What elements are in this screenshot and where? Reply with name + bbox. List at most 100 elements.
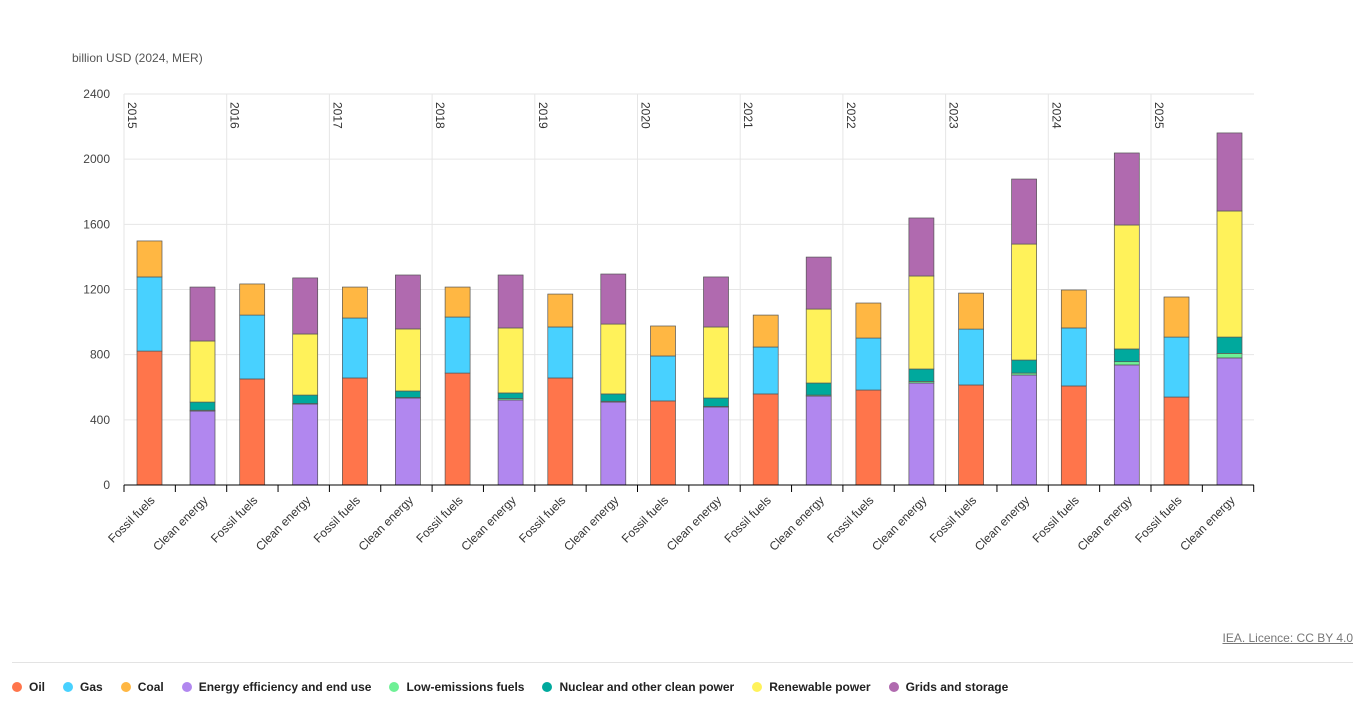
x-tick-label: Fossil fuels: [516, 493, 568, 545]
bar-segment-oil: [855, 389, 882, 486]
bar-segment-grids-and-storage: [395, 274, 421, 330]
x-tick-label: Clean energy: [766, 493, 826, 553]
bar-segment-renewable-power: [497, 327, 524, 394]
x-tick-label: Fossil fuels: [413, 493, 465, 545]
bar-segment-energy-efficiency-and-end-use: [395, 397, 421, 486]
legend-marker-icon: [12, 682, 22, 692]
legend-marker-icon: [752, 682, 763, 692]
bar-segment-coal: [547, 293, 574, 328]
bar-segment-oil: [650, 400, 676, 486]
bar-segment-coal: [136, 240, 163, 278]
legend-item[interactable]: Gas: [63, 680, 103, 694]
bar-segment-oil: [136, 350, 163, 486]
x-tick-label: Clean energy: [356, 493, 416, 553]
bar-segment-grids-and-storage: [1113, 152, 1140, 226]
bar-segment-nuclear-and-other-clean-power: [908, 368, 935, 382]
legend-item[interactable]: Renewable power: [752, 680, 871, 694]
bar-segment-grids-and-storage: [908, 217, 935, 277]
bar-segment-gas: [342, 317, 368, 379]
bar-segment-renewable-power: [1011, 243, 1037, 361]
x-tick-label: Fossil fuels: [311, 493, 363, 545]
y-axis-unit-label: billion USD (2024, MER): [72, 51, 203, 65]
bar-segment-renewable-power: [908, 275, 935, 370]
bar-segment-gas: [547, 326, 574, 379]
x-tick-label: Fossil fuels: [208, 493, 260, 545]
bar-segment-coal: [1060, 289, 1087, 329]
x-tick-label: Fossil fuels: [1132, 493, 1184, 545]
bar-segment-energy-efficiency-and-end-use: [1216, 357, 1243, 486]
y-tick-label: 800: [90, 348, 110, 362]
bar-segment-gas: [444, 316, 471, 374]
legend-marker-icon: [542, 682, 553, 692]
y-tick-label: 0: [103, 478, 110, 492]
x-tick-label: Clean energy: [458, 493, 518, 553]
bar-segment-nuclear-and-other-clean-power: [497, 392, 524, 400]
bar-segment-low-emissions-fuels: [1216, 353, 1243, 359]
legend-item[interactable]: Coal: [120, 680, 164, 694]
bar-segment-energy-efficiency-and-end-use: [805, 395, 832, 486]
bar-segment-grids-and-storage: [189, 286, 216, 342]
year-label: 2024: [1049, 102, 1063, 129]
bar-segment-coal: [958, 292, 984, 330]
legend: Oil Gas Coal Energy efficiency and end use L…: [12, 680, 1008, 694]
y-tick-label: 2000: [83, 152, 110, 166]
bar-segment-energy-efficiency-and-end-use: [189, 410, 216, 486]
y-tick-label: 1600: [83, 217, 110, 231]
legend-item[interactable]: Grids and storage: [888, 680, 1009, 694]
year-label: 2019: [536, 102, 550, 129]
bar-segment-grids-and-storage: [1011, 178, 1037, 245]
bar-segment-gas: [958, 328, 984, 386]
bar-segment-renewable-power: [189, 340, 216, 403]
bar-segment-renewable-power: [395, 328, 421, 392]
bar-segment-gas: [239, 314, 266, 380]
year-label: 2017: [330, 102, 344, 129]
x-tick-label: Fossil fuels: [105, 493, 157, 545]
bar-segment-energy-efficiency-and-end-use: [292, 403, 319, 486]
bar-segment-coal: [342, 286, 368, 319]
legend-label: Nuclear and other clean power: [559, 680, 735, 694]
bar-segment-energy-efficiency-and-end-use: [497, 399, 524, 486]
bar-segment-gas: [650, 355, 676, 402]
legend-marker-icon: [63, 682, 74, 692]
legend-item[interactable]: Oil: [12, 680, 45, 694]
bar-segment-grids-and-storage: [805, 256, 832, 310]
bar-segment-oil: [342, 377, 368, 486]
bar-segment-oil: [752, 393, 779, 486]
x-tick-label: Clean energy: [150, 493, 210, 553]
legend-marker-icon: [181, 682, 192, 692]
year-label: 2020: [639, 102, 653, 129]
legend-marker-icon: [120, 682, 131, 692]
x-tick-label: Clean energy: [664, 493, 724, 553]
x-tick-label: Clean energy: [972, 493, 1032, 553]
bar-segment-nuclear-and-other-clean-power: [1216, 336, 1243, 354]
bar-segment-coal: [444, 286, 471, 318]
x-tick-label: Fossil fuels: [824, 493, 876, 545]
legend-item[interactable]: Energy efficiency and end use: [181, 680, 371, 694]
legend-label: Low-emissions fuels: [406, 680, 525, 694]
bar-segment-grids-and-storage: [1216, 132, 1243, 212]
bar-segment-energy-efficiency-and-end-use: [908, 382, 935, 486]
legend-label: Renewable power: [769, 680, 871, 694]
x-tick-label: Fossil fuels: [1030, 493, 1082, 545]
bar-segment-renewable-power: [1216, 210, 1243, 338]
bar-segment-energy-efficiency-and-end-use: [600, 401, 627, 486]
legend-item[interactable]: Low-emissions fuels: [389, 680, 524, 694]
bar-segment-coal: [752, 314, 779, 348]
bar-segment-nuclear-and-other-clean-power: [1113, 348, 1140, 363]
licence-link[interactable]: IEA. Licence: CC BY 4.0: [1222, 631, 1353, 645]
bar-segment-nuclear-and-other-clean-power: [1011, 359, 1037, 374]
bar-segment-nuclear-and-other-clean-power: [292, 394, 319, 404]
legend-item[interactable]: Nuclear and other clean power: [542, 680, 734, 694]
year-label: 2021: [741, 102, 755, 129]
bar-segment-oil: [1060, 385, 1087, 486]
legend-divider: [12, 662, 1353, 663]
bar-segment-oil: [958, 384, 984, 486]
year-label: 2023: [947, 102, 961, 129]
legend-label: Grids and storage: [905, 680, 1009, 694]
y-tick-label: 400: [90, 413, 110, 427]
bar-segment-gas: [752, 346, 779, 395]
bar-segment-oil: [444, 372, 471, 486]
bar-segment-coal: [239, 283, 266, 316]
x-tick-label: Clean energy: [869, 493, 929, 553]
x-tick-label: Clean energy: [1075, 493, 1135, 553]
